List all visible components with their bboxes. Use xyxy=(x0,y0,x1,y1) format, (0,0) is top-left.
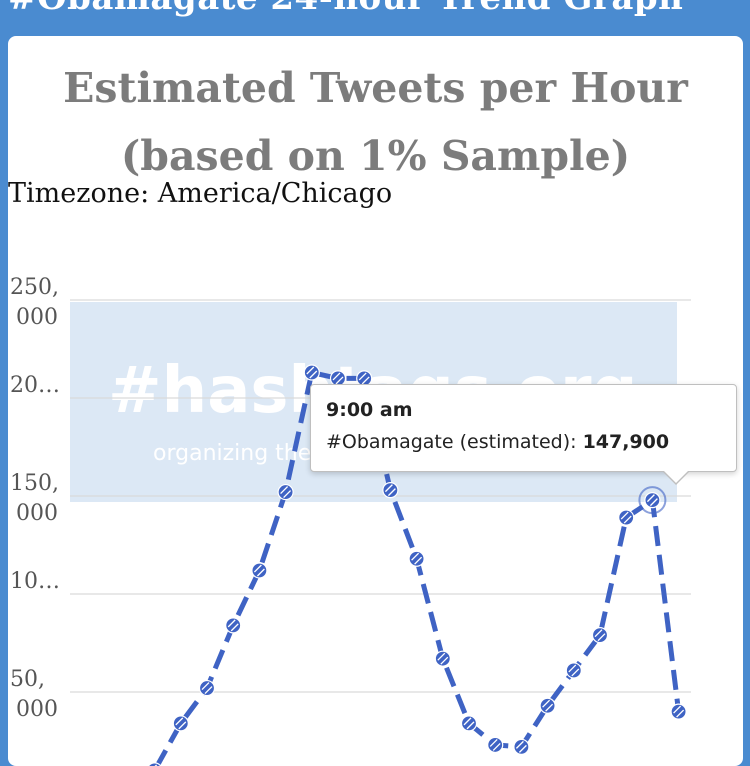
marker-dot xyxy=(644,492,661,509)
top-banner: #Obamagate 24-hour Trend Graph xyxy=(0,0,750,36)
tooltip-tail-inner xyxy=(663,470,689,483)
marker-dot xyxy=(565,662,582,679)
data-tooltip: 9:00 am #Obamagate (estimated): 147,900 xyxy=(310,384,737,485)
data-point[interactable] xyxy=(172,715,189,732)
marker-hatch xyxy=(253,564,262,573)
data-point[interactable] xyxy=(539,697,556,714)
marker-hatch xyxy=(466,721,475,730)
marker-hatch xyxy=(358,372,367,381)
y-tick-label: 150, 000 xyxy=(10,471,59,526)
marker-dot xyxy=(539,697,556,714)
marker-hatch xyxy=(440,656,449,665)
marker-hatch xyxy=(306,366,315,375)
marker-hatch xyxy=(437,652,446,661)
data-point[interactable] xyxy=(303,364,320,381)
marker-hatch xyxy=(204,686,213,695)
marker-hatch xyxy=(489,738,498,747)
data-markers xyxy=(147,364,687,766)
marker-dot xyxy=(172,715,189,732)
marker-dot xyxy=(303,364,320,381)
marker-hatch xyxy=(411,552,420,561)
highlight-ring xyxy=(638,486,667,515)
y-tick-label: 250, 000 xyxy=(10,275,59,330)
tooltip-time: 9:00 am xyxy=(326,399,413,421)
data-point[interactable] xyxy=(618,509,635,526)
marker-hatch xyxy=(620,511,629,520)
data-point[interactable] xyxy=(591,627,609,644)
marker-hatch xyxy=(175,717,184,726)
y-axis-ticks: 250, 000 20… 150, 000 10… 50, 000 xyxy=(10,275,60,722)
marker-hatch xyxy=(463,717,472,726)
chart-title: Estimated Tweets per Hour (based on 1% S… xyxy=(63,64,688,180)
marker-hatch xyxy=(571,668,580,677)
marker-dot xyxy=(198,679,216,697)
chart-subtitle: Timezone: America/Chicago xyxy=(8,178,393,209)
chart-card: #hashtags.org organizing the world's has… xyxy=(8,36,743,766)
y-tick-label: 20… xyxy=(10,373,60,398)
marker-hatch xyxy=(178,721,187,730)
data-point[interactable] xyxy=(460,715,478,732)
marker-hatch xyxy=(673,705,682,714)
marker-hatch xyxy=(646,494,655,503)
marker-hatch xyxy=(492,742,501,751)
data-point[interactable] xyxy=(434,650,451,667)
marker-dot xyxy=(382,482,399,499)
marker-hatch xyxy=(414,556,423,565)
marker-hatch xyxy=(256,568,265,577)
marker-hatch xyxy=(283,490,292,499)
marker-dot xyxy=(487,736,504,754)
marker-hatch xyxy=(335,376,344,385)
data-point[interactable] xyxy=(565,662,582,679)
marker-dot xyxy=(225,617,242,634)
banner-title: #Obamagate 24-hour Trend Graph xyxy=(8,0,683,18)
marker-dot xyxy=(251,562,268,579)
marker-hatch xyxy=(597,633,606,642)
marker-dot xyxy=(277,483,294,501)
marker-hatch xyxy=(568,664,577,673)
marker-hatch xyxy=(515,740,524,749)
tooltip-series-label: #Obamagate (estimated): xyxy=(326,431,577,453)
marker-dot xyxy=(670,703,687,720)
data-point[interactable] xyxy=(251,562,268,579)
marker-hatch xyxy=(542,699,551,708)
data-point[interactable] xyxy=(277,483,294,501)
data-point[interactable] xyxy=(513,738,530,755)
marker-hatch xyxy=(230,623,239,632)
tooltip-series-line: #Obamagate (estimated): 147,900 xyxy=(326,431,669,453)
marker-hatch xyxy=(649,498,658,507)
data-point[interactable] xyxy=(487,736,504,754)
marker-hatch xyxy=(332,372,341,381)
marker-dot xyxy=(434,650,451,667)
data-point[interactable] xyxy=(638,486,667,515)
marker-hatch xyxy=(227,619,236,628)
marker-hatch xyxy=(623,515,632,524)
marker-dot xyxy=(591,627,609,644)
data-point[interactable] xyxy=(225,617,242,634)
marker-dot xyxy=(408,550,425,567)
marker-hatch xyxy=(676,709,685,718)
marker-hatch xyxy=(361,376,370,385)
y-tick-label: 10… xyxy=(10,569,60,594)
marker-hatch xyxy=(384,484,393,493)
marker-hatch xyxy=(280,486,289,495)
tooltip-value: 147,900 xyxy=(582,431,670,453)
marker-hatch xyxy=(201,682,210,691)
gridlines xyxy=(70,299,691,693)
data-point[interactable] xyxy=(408,550,425,567)
marker-dot xyxy=(513,738,530,755)
marker-dot xyxy=(618,509,635,526)
data-point[interactable] xyxy=(382,482,399,499)
marker-hatch xyxy=(545,703,554,712)
data-point[interactable] xyxy=(670,703,687,720)
y-tick-label: 50, 000 xyxy=(10,667,58,722)
marker-hatch xyxy=(309,370,318,379)
data-point[interactable] xyxy=(356,370,373,387)
marker-dot xyxy=(460,715,478,732)
marker-hatch xyxy=(594,629,603,638)
data-point[interactable] xyxy=(198,679,216,697)
marker-hatch xyxy=(387,488,396,497)
